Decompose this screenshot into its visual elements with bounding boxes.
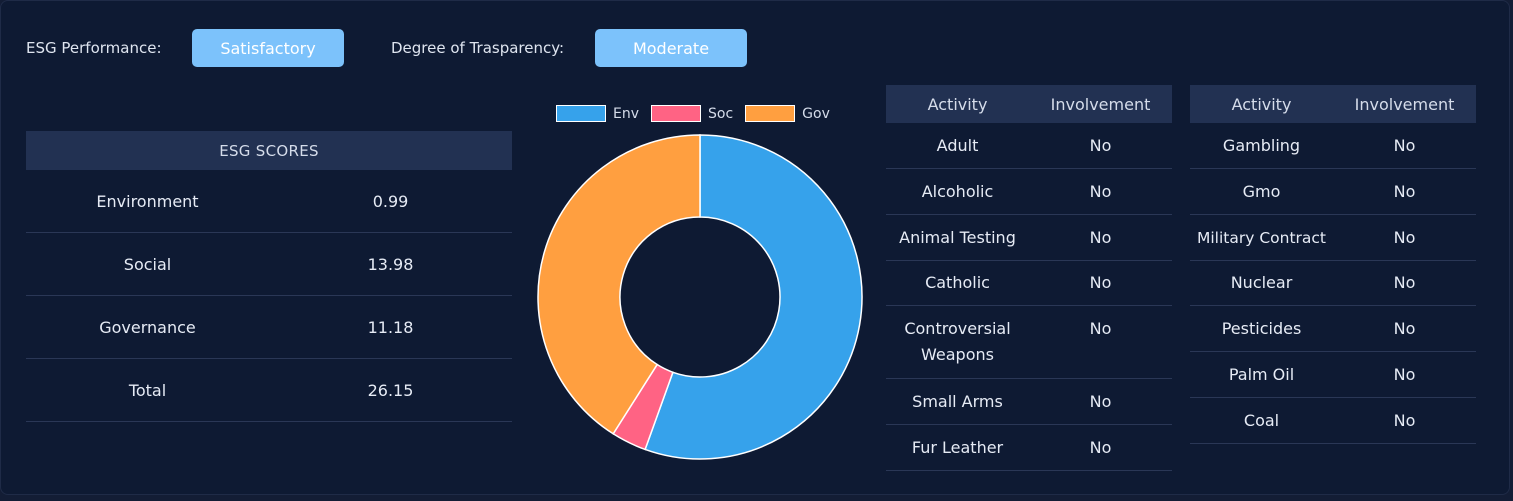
activity-cell: Military Contract xyxy=(1196,228,1327,247)
table-row: Social 13.98 xyxy=(26,233,512,296)
activity-cell: Pesticides xyxy=(1221,318,1302,338)
table-row: Nuclear No xyxy=(1190,261,1476,306)
legend-item-soc[interactable]: Soc xyxy=(651,105,733,122)
score-label: Environment xyxy=(96,191,199,211)
activity-cell: Controversial Weapons xyxy=(904,319,1011,364)
involvement-cell: No xyxy=(1393,318,1416,338)
involvement-cell: No xyxy=(1393,227,1416,247)
involvement-cell: No xyxy=(1393,181,1416,201)
legend-swatch-gov xyxy=(745,105,796,122)
esg-performance-badge: Satisfactory xyxy=(192,29,344,67)
transparency-badge: Moderate xyxy=(595,29,747,67)
table-row: Small Arms No xyxy=(886,379,1172,425)
table-row: Total 26.15 xyxy=(26,359,512,422)
legend-item-gov[interactable]: Gov xyxy=(745,105,830,122)
score-value: 13.98 xyxy=(367,254,414,274)
chart-legend: Env Soc Gov xyxy=(556,105,842,122)
table-row: Coal No xyxy=(1190,398,1476,444)
activity-cell: Alcoholic xyxy=(921,181,994,201)
involvement-cell: No xyxy=(1089,273,1112,292)
involvement-cell: No xyxy=(1393,135,1416,155)
legend-swatch-soc xyxy=(651,105,702,122)
involvement-cell: No xyxy=(1089,437,1112,457)
involvement-cell: No xyxy=(1089,227,1112,247)
involvement-cell: No xyxy=(1393,364,1416,384)
esg-scores-table: ESG SCORES Environment 0.99 Social 13.98… xyxy=(26,131,512,422)
involvement-cell: No xyxy=(1089,391,1112,411)
activity-cell: Small Arms xyxy=(912,391,1003,411)
col-involvement: Involvement xyxy=(1354,94,1455,114)
legend-item-env[interactable]: Env xyxy=(556,105,639,122)
table-row: Pesticides No xyxy=(1190,306,1476,352)
activity-table-right: Activity Involvement Gambling No Gmo No … xyxy=(1190,85,1476,444)
col-activity: Activity xyxy=(927,94,988,114)
table-row: Animal Testing No xyxy=(886,215,1172,261)
activity-cell: Adult xyxy=(936,135,979,155)
involvement-cell: No xyxy=(1393,410,1416,430)
table-row: Palm Oil No xyxy=(1190,352,1476,398)
activity-cell: Catholic xyxy=(925,273,990,292)
score-value: 11.18 xyxy=(367,317,414,337)
table-row: Governance 11.18 xyxy=(26,296,512,359)
table-row: Gmo No xyxy=(1190,169,1476,215)
involvement-cell: No xyxy=(1089,135,1112,155)
score-label: Total xyxy=(128,380,167,400)
involvement-cell: No xyxy=(1089,319,1112,338)
table-row: Environment 0.99 xyxy=(26,170,512,233)
transparency-label: Degree of Trasparency: xyxy=(391,39,565,57)
table-row: Adult No xyxy=(886,123,1172,169)
esg-scores-title: ESG SCORES xyxy=(26,131,512,170)
table-header: Activity Involvement xyxy=(886,85,1172,123)
table-row: Fur Leather No xyxy=(886,425,1172,471)
activity-cell: Palm Oil xyxy=(1228,364,1295,384)
activity-cell: Gmo xyxy=(1242,181,1281,201)
involvement-cell: No xyxy=(1089,181,1112,201)
legend-label: Env xyxy=(613,105,640,122)
table-row: Alcoholic No xyxy=(886,169,1172,215)
activity-cell: Nuclear xyxy=(1230,273,1293,292)
table-row: Gambling No xyxy=(1190,123,1476,169)
score-label: Governance xyxy=(99,317,196,337)
col-involvement: Involvement xyxy=(1050,94,1151,114)
table-row: Catholic No xyxy=(886,261,1172,306)
involvement-cell: No xyxy=(1393,273,1416,292)
score-label: Social xyxy=(123,254,172,274)
table-header: Activity Involvement xyxy=(1190,85,1476,123)
donut-slice-env[interactable] xyxy=(644,134,863,460)
score-value: 26.15 xyxy=(367,380,414,400)
legend-label: Soc xyxy=(708,105,734,122)
esg-donut-chart xyxy=(537,134,863,460)
activity-cell: Gambling xyxy=(1222,135,1301,155)
table-row: Controversial Weapons No xyxy=(886,306,1172,379)
activity-table-left: Activity Involvement Adult No Alcoholic … xyxy=(886,85,1172,471)
col-activity: Activity xyxy=(1231,94,1292,114)
score-value: 0.99 xyxy=(372,191,409,211)
donut-slice-gov[interactable] xyxy=(537,134,701,435)
activity-cell: Coal xyxy=(1243,410,1280,430)
legend-swatch-env xyxy=(556,105,606,122)
legend-label: Gov xyxy=(802,105,830,122)
table-row: Military Contract No xyxy=(1190,215,1476,261)
activity-cell: Fur Leather xyxy=(911,437,1004,457)
activity-cell: Animal Testing xyxy=(899,227,1016,247)
esg-performance-label: ESG Performance: xyxy=(26,39,162,57)
